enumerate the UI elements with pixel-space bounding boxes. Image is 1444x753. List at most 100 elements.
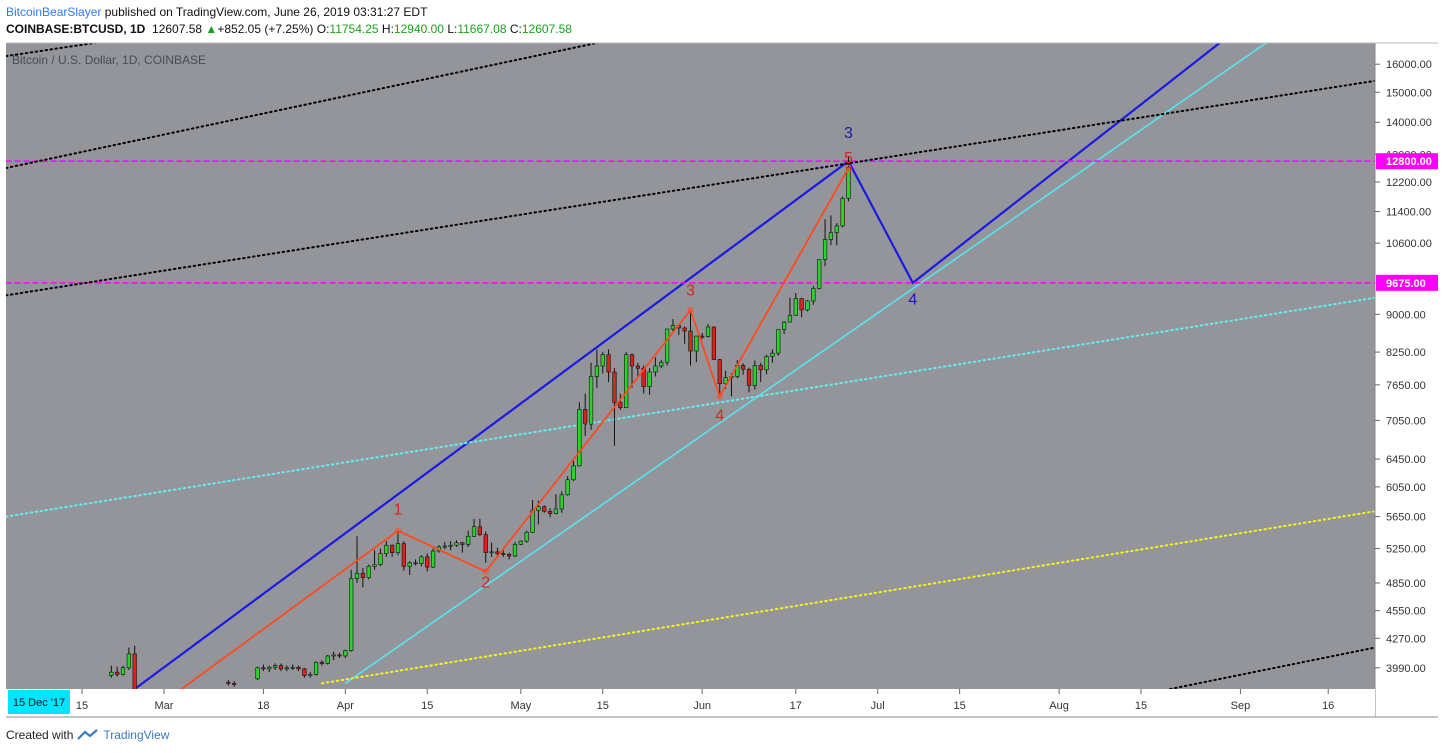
channel-support-line[interactable] <box>344 40 1269 685</box>
candle[interactable] <box>337 652 342 659</box>
candle[interactable] <box>319 660 325 666</box>
candle[interactable] <box>588 362 594 430</box>
black-dotted-trendline-low[interactable] <box>1169 646 1375 689</box>
candle[interactable] <box>717 358 722 397</box>
candle[interactable] <box>126 647 131 670</box>
candle[interactable] <box>805 300 810 312</box>
candle[interactable] <box>758 362 763 383</box>
candle[interactable] <box>705 324 711 338</box>
candle[interactable] <box>752 360 757 390</box>
candle[interactable] <box>811 286 816 305</box>
candle[interactable] <box>594 349 600 388</box>
candle[interactable] <box>120 665 126 676</box>
elliott-wave-line[interactable] <box>180 167 850 689</box>
candle[interactable] <box>448 541 453 551</box>
wave-pivot-marker[interactable] <box>687 306 694 313</box>
candle[interactable] <box>624 352 629 409</box>
candle[interactable] <box>226 679 231 686</box>
plot-area[interactable] <box>6 43 1375 689</box>
candle[interactable] <box>325 654 330 665</box>
channel-top-line[interactable] <box>133 160 850 689</box>
wave-pivot-marker[interactable] <box>716 393 723 400</box>
candle[interactable] <box>600 352 605 374</box>
candle[interactable] <box>764 354 769 375</box>
candle[interactable] <box>664 328 670 366</box>
candle[interactable] <box>542 505 547 513</box>
candle[interactable] <box>606 349 611 383</box>
candle[interactable] <box>781 321 787 335</box>
candle[interactable] <box>653 357 658 377</box>
candle[interactable] <box>366 564 371 580</box>
candle[interactable] <box>255 666 260 680</box>
candle[interactable] <box>343 649 348 659</box>
candle[interactable] <box>284 665 289 672</box>
candle[interactable] <box>349 569 354 652</box>
candle[interactable] <box>273 663 278 670</box>
black-dotted-trendline-mid[interactable] <box>6 79 1375 297</box>
candle[interactable] <box>132 645 137 695</box>
wave-pivot-marker[interactable] <box>394 527 401 534</box>
candle[interactable] <box>559 491 564 513</box>
candle[interactable] <box>384 541 389 557</box>
candle[interactable] <box>828 215 834 246</box>
candle[interactable] <box>401 541 406 571</box>
candle[interactable] <box>553 494 559 515</box>
candle[interactable] <box>787 297 793 323</box>
candle[interactable] <box>483 531 488 563</box>
candle[interactable] <box>524 530 529 543</box>
candle[interactable] <box>547 508 553 518</box>
candle[interactable] <box>659 360 664 369</box>
candle[interactable] <box>460 541 465 553</box>
tradingview-link[interactable]: TradingView <box>103 728 170 742</box>
candle[interactable] <box>419 555 424 567</box>
candle[interactable] <box>688 309 693 366</box>
candle[interactable] <box>378 548 383 567</box>
wave-pivot-marker[interactable] <box>482 568 489 575</box>
candle[interactable] <box>741 363 746 375</box>
time-axis[interactable] <box>6 689 1375 717</box>
candle[interactable] <box>390 544 395 557</box>
candle[interactable] <box>799 298 804 318</box>
candle[interactable] <box>454 540 459 547</box>
candle[interactable] <box>360 567 365 588</box>
candle[interactable] <box>477 518 482 537</box>
candle[interactable] <box>694 335 699 363</box>
candle[interactable] <box>413 559 418 566</box>
candle[interactable] <box>331 651 336 661</box>
candle[interactable] <box>834 223 839 246</box>
candle[interactable] <box>518 540 523 546</box>
candle[interactable] <box>647 368 652 395</box>
candle[interactable] <box>618 393 623 411</box>
author-link[interactable]: BitcoinBearSlayer <box>6 5 102 19</box>
candle[interactable] <box>115 666 120 677</box>
price-axis[interactable] <box>1375 43 1438 689</box>
candle[interactable] <box>466 530 471 547</box>
candle[interactable] <box>746 367 752 393</box>
candle[interactable] <box>776 329 781 356</box>
candle[interactable] <box>313 661 319 676</box>
candle[interactable] <box>232 681 237 687</box>
candle[interactable] <box>442 541 447 550</box>
candle[interactable] <box>822 219 828 267</box>
candle[interactable] <box>817 259 822 290</box>
wave-pivot-marker[interactable] <box>845 165 852 172</box>
candle[interactable] <box>302 667 307 678</box>
candle[interactable] <box>571 459 576 482</box>
candle[interactable] <box>308 672 313 678</box>
candle[interactable] <box>840 196 845 228</box>
candle[interactable] <box>425 553 430 572</box>
candle[interactable] <box>565 476 570 496</box>
candle[interactable] <box>583 393 588 437</box>
yellow-dotted-trendline[interactable] <box>320 510 1375 685</box>
candle[interactable] <box>682 326 687 344</box>
candle[interactable] <box>711 326 717 361</box>
candle[interactable] <box>501 550 506 557</box>
candle[interactable] <box>770 349 775 363</box>
candle[interactable] <box>296 665 301 672</box>
candle[interactable] <box>793 293 798 316</box>
candle[interactable] <box>395 530 401 556</box>
candle[interactable] <box>495 547 500 557</box>
candle[interactable] <box>507 552 512 560</box>
candle[interactable] <box>267 665 272 673</box>
